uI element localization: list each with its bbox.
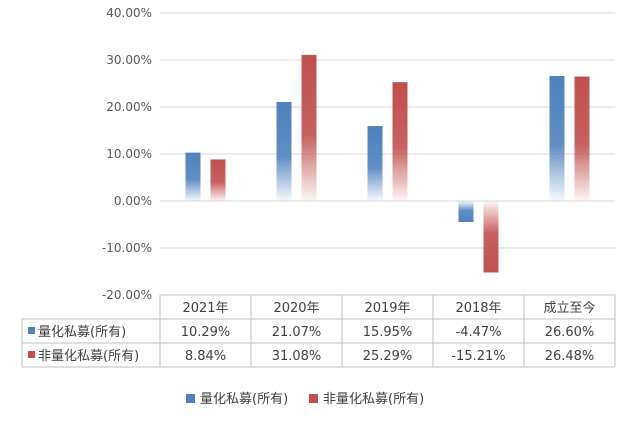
legend-swatch bbox=[309, 394, 318, 403]
data-label: 31.08% bbox=[272, 349, 322, 364]
legend-label: 量化私募(所有) bbox=[200, 392, 288, 407]
data-label: 8.84% bbox=[185, 349, 226, 364]
x-category-label: 2018年 bbox=[455, 301, 501, 316]
bar-quant bbox=[458, 201, 474, 223]
legend-label: 非量化私募(所有) bbox=[323, 392, 424, 407]
y-tick-label: -20.00% bbox=[102, 288, 152, 302]
y-tick-label: 0.00% bbox=[114, 194, 152, 208]
table-series-name: 非量化私募(所有) bbox=[38, 349, 139, 364]
y-tick-label: 10.00% bbox=[106, 147, 152, 161]
bar-nonquant bbox=[392, 82, 408, 201]
data-label: 10.29% bbox=[181, 325, 231, 340]
data-label: 25.29% bbox=[363, 349, 413, 364]
table-legend-key bbox=[28, 327, 35, 334]
x-category-label: 2021年 bbox=[182, 301, 228, 316]
data-label: 26.60% bbox=[545, 325, 595, 340]
bar-nonquant bbox=[483, 201, 499, 273]
x-category-label: 2019年 bbox=[364, 301, 410, 316]
table-series-name: 量化私募(所有) bbox=[38, 325, 126, 340]
bar-quant bbox=[549, 75, 565, 201]
x-category-label: 2020年 bbox=[273, 301, 319, 316]
data-label: 15.95% bbox=[363, 325, 413, 340]
bar-quant bbox=[367, 126, 383, 201]
x-category-label: 成立至今 bbox=[543, 300, 595, 316]
table-legend-key bbox=[28, 351, 35, 358]
data-label: -4.47% bbox=[456, 325, 502, 340]
bar-quant bbox=[276, 101, 292, 201]
y-tick-label: 30.00% bbox=[106, 53, 152, 67]
bar-quant bbox=[185, 152, 201, 201]
bar-nonquant bbox=[574, 76, 590, 201]
y-tick-label: -10.00% bbox=[102, 241, 152, 255]
bar-nonquant bbox=[210, 159, 226, 201]
y-tick-label: 40.00% bbox=[106, 6, 152, 20]
bar-nonquant bbox=[301, 54, 317, 202]
y-tick-label: 20.00% bbox=[106, 100, 152, 114]
legend-swatch bbox=[186, 394, 195, 403]
data-label: 21.07% bbox=[272, 325, 322, 340]
data-label: 26.48% bbox=[545, 349, 595, 364]
data-label: -15.21% bbox=[451, 349, 505, 364]
